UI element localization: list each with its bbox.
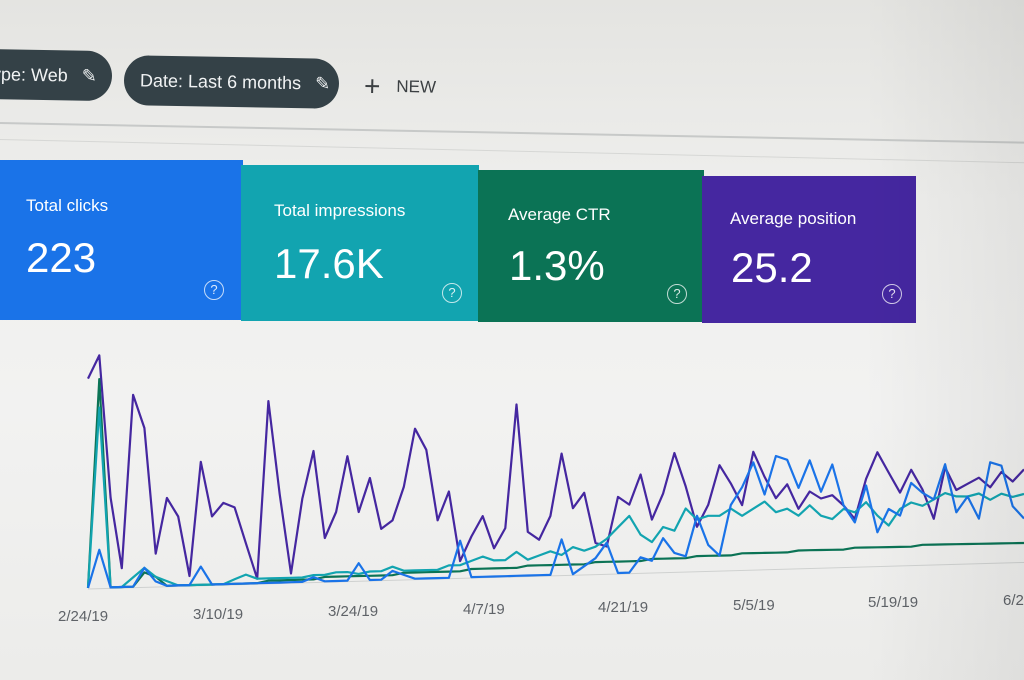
metric-tile-total-impressions[interactable]: Total impressions 17.6K ?	[241, 165, 479, 321]
performance-chart-svg	[86, 354, 1024, 590]
x-tick-label: 4/21/19	[598, 598, 649, 616]
x-tick-label: 2/24/19	[58, 608, 109, 625]
metric-value: 223	[26, 234, 97, 281]
question-circle-icon[interactable]: ?	[882, 284, 902, 304]
metric-label: Total impressions	[274, 201, 406, 220]
metric-label: Average CTR	[508, 205, 611, 224]
metric-tile-average-ctr[interactable]: Average CTR 1.3% ?	[478, 170, 704, 322]
question-circle-icon[interactable]: ?	[204, 280, 224, 300]
metric-value: 17.6K	[274, 240, 384, 287]
series-line-position	[87, 354, 1024, 580]
x-tick-label: 4/7/19	[463, 601, 505, 619]
series-line-impressions	[86, 406, 1024, 589]
metric-tiles: Total clicks 223 ? Total impressions 17.…	[0, 0, 1024, 330]
metric-value: 25.2	[731, 244, 813, 291]
x-tick-label: 5/19/19	[868, 594, 919, 612]
metric-tile-average-position[interactable]: Average position 25.2 ?	[702, 176, 916, 323]
performance-chart: 2/24/19 3/10/19 3/24/19 4/7/19 4/21/19 5/5/19…	[0, 330, 1024, 680]
x-tick-label: 6/2/19	[1003, 591, 1024, 609]
metric-value: 1.3%	[509, 242, 605, 289]
question-circle-icon[interactable]: ?	[442, 283, 462, 303]
metric-label: Total clicks	[26, 196, 109, 215]
question-circle-icon[interactable]: ?	[667, 284, 687, 304]
x-tick-label: 5/5/19	[733, 596, 775, 614]
metric-label: Average position	[730, 209, 857, 228]
x-tick-label: 3/24/19	[328, 603, 379, 621]
metric-tile-total-clicks[interactable]: Total clicks 223 ?	[0, 160, 243, 320]
series-line-clicks	[86, 454, 1024, 589]
x-tick-label: 3/10/19	[193, 605, 244, 623]
